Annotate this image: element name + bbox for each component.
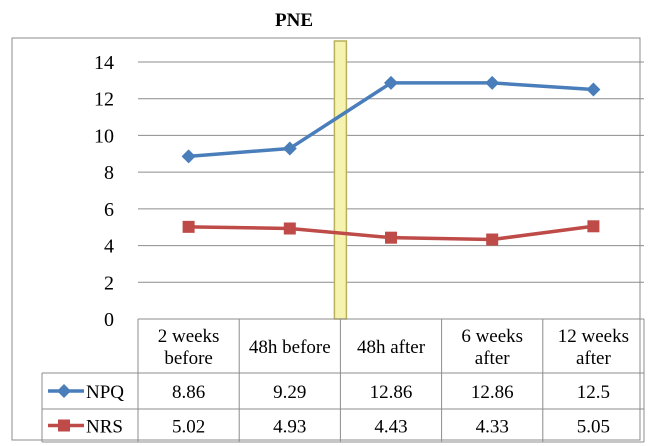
data-value-label: 5.02: [172, 417, 205, 438]
data-value-label: 4.43: [374, 417, 407, 438]
y-tick-label: 10: [94, 125, 114, 147]
data-point-npq: [282, 141, 297, 156]
y-tick-label: 2: [104, 272, 114, 294]
data-point-nrs: [587, 220, 600, 233]
data-value-label: 12.86: [471, 382, 514, 403]
legend-label: NRS: [86, 417, 123, 438]
y-tick-label: 0: [104, 309, 114, 331]
data-value-label: 4.93: [273, 417, 306, 438]
x-category-label: 48h after: [357, 337, 426, 358]
data-value-label: 9.29: [273, 382, 306, 403]
legend-key-marker-nrs: [58, 419, 70, 432]
plot-area: 0 2 4 6 8 10 12 14: [94, 40, 644, 331]
legend-label: NPQ: [86, 382, 124, 403]
annotation-title: PNE: [275, 10, 313, 31]
data-point-nrs: [182, 220, 195, 233]
data-value-label: 4.33: [476, 417, 509, 438]
data-point-nrs: [283, 222, 296, 235]
data-value-label: 12.5: [577, 382, 610, 403]
x-category-label: 2 weeks: [158, 326, 220, 347]
data-point-npq: [586, 82, 601, 97]
data-value-label: 8.86: [172, 382, 205, 403]
data-point-npq: [181, 149, 196, 164]
pne-band: [333, 40, 348, 320]
y-tick-label: 12: [94, 89, 114, 111]
x-category-label: after: [576, 348, 611, 369]
y-tick-label: 14: [94, 52, 114, 74]
legend-key-marker-npq: [57, 384, 71, 398]
y-tick-label: 4: [104, 236, 114, 258]
x-category-label: 12 weeks: [558, 326, 629, 347]
y-tick-label: 8: [104, 162, 114, 184]
data-point-nrs: [385, 231, 397, 244]
x-category-label: 48h before: [249, 337, 331, 358]
data-value-label: 12.86: [370, 382, 413, 403]
data-point-nrs: [486, 233, 499, 246]
y-tick-label: 6: [104, 199, 114, 221]
chart-frame: [11, 37, 641, 441]
x-category-label: 6 weeks: [461, 326, 523, 347]
data-point-npq: [485, 75, 500, 90]
data-value-label: 5.05: [577, 417, 610, 438]
data-point-npq: [384, 75, 398, 90]
x-category-label: before: [164, 348, 213, 369]
x-category-label: after: [475, 348, 510, 369]
series-line-npq: [188, 81, 594, 159]
